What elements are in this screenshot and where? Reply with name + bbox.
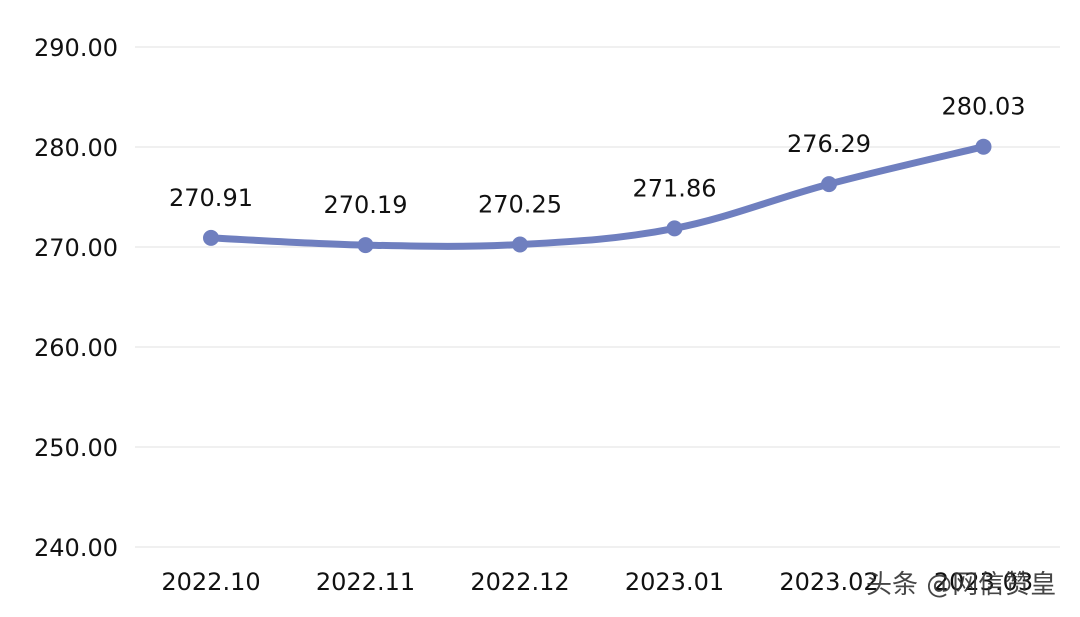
y-tick-label: 280.00 <box>34 134 118 162</box>
y-tick-label: 270.00 <box>34 234 118 262</box>
data-label: 280.03 <box>942 93 1026 121</box>
data-label: 270.91 <box>169 184 253 212</box>
y-tick-label: 290.00 <box>34 34 118 62</box>
x-tick-label: 2022.10 <box>161 568 260 596</box>
data-point <box>357 237 374 254</box>
data-label: 271.86 <box>633 174 717 202</box>
data-point <box>975 138 992 155</box>
data-point <box>512 236 528 253</box>
x-tick-label: 2023.03 <box>934 568 1033 596</box>
x-tick-label: 2023.01 <box>625 568 724 596</box>
series-layer <box>207 143 987 250</box>
x-tick-label: 2023.02 <box>779 568 878 596</box>
watermark-text: 头条 @网信赞皇 <box>866 570 1056 600</box>
y-tick-label: 250.00 <box>34 434 118 462</box>
data-point <box>203 229 219 246</box>
y-tick-label: 260.00 <box>34 334 118 362</box>
data-labels: 270.91 270.19 270.25 271.86 276.29 280.03 <box>169 93 1025 219</box>
grid-layer <box>135 46 1060 548</box>
data-point <box>821 176 837 193</box>
y-tick-label: 240.00 <box>34 534 118 562</box>
series-line <box>207 143 987 250</box>
x-axis: 2022.10 2022.11 2022.12 2023.01 2023.02 2023.… <box>161 568 1033 596</box>
x-tick-label: 2022.12 <box>470 568 569 596</box>
data-label: 276.29 <box>787 130 871 158</box>
data-label: 270.25 <box>478 191 562 219</box>
points-layer <box>203 138 992 254</box>
data-label: 270.19 <box>324 191 408 219</box>
x-tick-label: 2022.11 <box>316 568 415 596</box>
y-axis: 240.00 250.00 260.00 270.00 280.00 290.00 <box>34 34 118 562</box>
data-point <box>666 220 683 237</box>
